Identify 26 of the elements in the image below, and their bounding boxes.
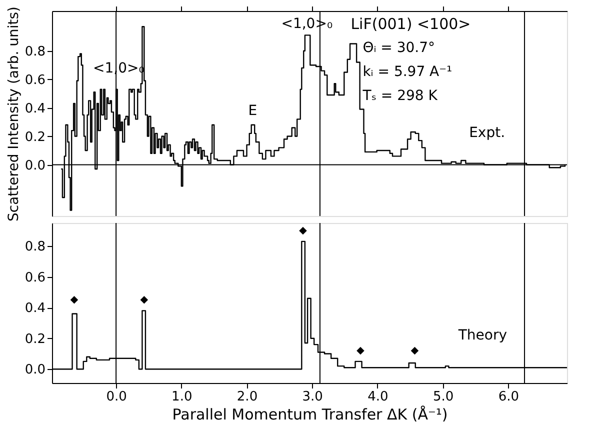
y-tick-label: 0.6 — [24, 270, 46, 286]
y-tick-label: 0.8 — [24, 44, 46, 60]
annotation: LiF(001) <100> — [350, 15, 471, 33]
y-tick-label: 0.0 — [24, 158, 46, 174]
x-tick-label: 0.0 — [106, 390, 127, 404]
x-tick-label: 5.0 — [432, 390, 454, 404]
y-tick-label: 0.0 — [24, 362, 46, 378]
annotation: Θᵢ = 30.7° — [362, 40, 436, 56]
y-tick-label: 0.6 — [24, 72, 46, 88]
y-tick-label: 0.8 — [24, 240, 46, 255]
annotation: Tₛ = 298 K — [362, 88, 438, 104]
x-axis-title: Parallel Momentum Transfer ΔK (Å⁻¹) — [172, 406, 448, 424]
series-label: Expt. — [469, 124, 506, 141]
x-tick-label: 3.0 — [302, 390, 323, 404]
x-tick-label: 6.0 — [498, 390, 520, 404]
annotation: E — [248, 103, 258, 120]
x-tick-label: 2.0 — [236, 390, 258, 404]
x-tick-label: 4.0 — [368, 390, 388, 404]
y-tick-label: 0.4 — [24, 301, 46, 316]
y-axis-title: Scattered Intensity (arb. units) — [6, 6, 22, 222]
y-tick-label: 0.4 — [24, 101, 46, 116]
y-tick-label: 0.2 — [24, 332, 46, 347]
x-tick-label: 1.0 — [172, 390, 192, 404]
annotation: kᵢ = 5.97 A⁻¹ — [362, 64, 452, 80]
y-tick-label: 0.2 — [24, 130, 46, 145]
series-label: Theory — [457, 328, 507, 344]
